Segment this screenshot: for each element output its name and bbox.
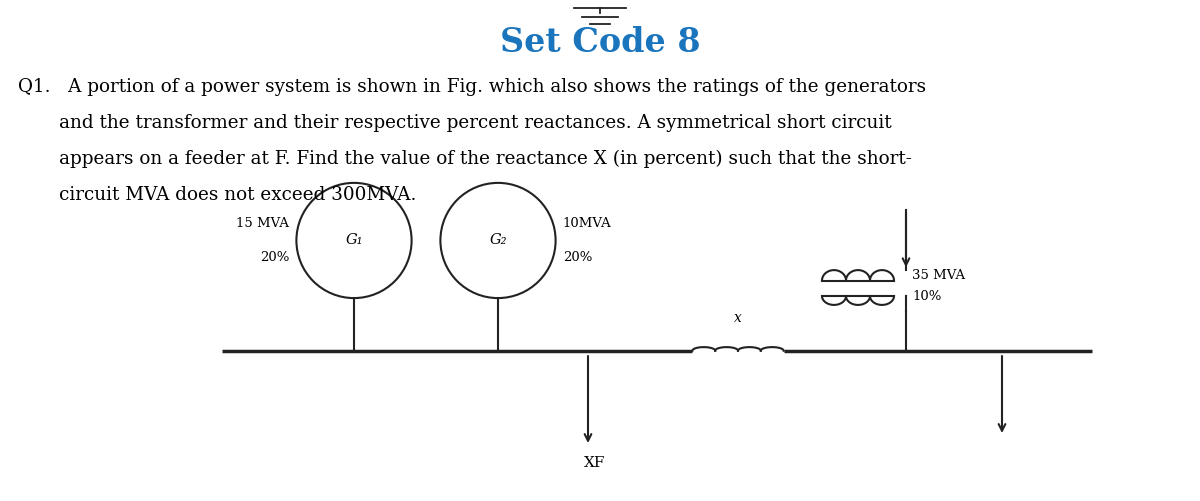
Text: 10MVA: 10MVA xyxy=(563,217,612,229)
Text: and the transformer and their respective percent reactances. A symmetrical short: and the transformer and their respective… xyxy=(18,114,892,132)
Text: 20%: 20% xyxy=(563,252,592,264)
Text: appears on a feeder at F. Find the value of the reactance X (in percent) such th: appears on a feeder at F. Find the value… xyxy=(18,150,912,168)
Text: Set Code 8: Set Code 8 xyxy=(499,26,701,59)
Text: 20%: 20% xyxy=(260,252,289,264)
Text: 35 MVA: 35 MVA xyxy=(912,269,965,282)
Text: G₂: G₂ xyxy=(490,233,506,247)
Text: x: x xyxy=(734,311,742,325)
Text: circuit MVA does not exceed 300MVA.: circuit MVA does not exceed 300MVA. xyxy=(18,186,416,204)
Text: Q1.   A portion of a power system is shown in Fig. which also shows the ratings : Q1. A portion of a power system is shown… xyxy=(18,78,926,96)
Text: 15 MVA: 15 MVA xyxy=(236,217,289,229)
Text: XF: XF xyxy=(584,456,606,470)
Text: G₁: G₁ xyxy=(346,233,362,247)
Text: 10%: 10% xyxy=(912,290,941,303)
